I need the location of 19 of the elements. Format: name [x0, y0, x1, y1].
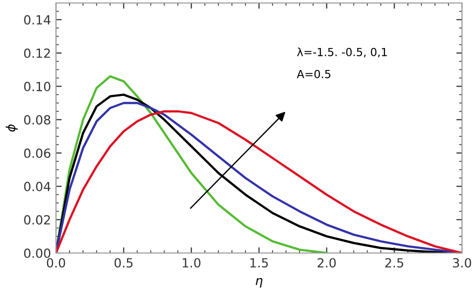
x-tick-label: 1.5 [250, 258, 268, 268]
y-tick-label: 0.06 [24, 148, 50, 158]
y-tick-label: 0.04 [24, 182, 50, 192]
y-axis-title: ϕ [6, 124, 18, 132]
y-tick-label: 0.10 [24, 82, 50, 92]
y-tick-label: 0.00 [24, 248, 50, 258]
x-tick-label: 0.0 [46, 258, 66, 268]
x-tick-label: 1.0 [182, 258, 200, 268]
annotation: A=0.5 [296, 70, 330, 78]
x-tick-label: 2.5 [385, 258, 404, 268]
annotation: λ=-1.5. -0.5, 0,1 [297, 48, 387, 58]
y-tick-label: 0.12 [24, 48, 50, 58]
x-tick-label: 3.0 [453, 258, 472, 268]
y-tick-label: 0.08 [24, 115, 50, 125]
y-tick-label: 0.02 [24, 215, 50, 225]
x-axis-title: η [256, 278, 262, 288]
x-tick-label: 0.5 [114, 258, 133, 268]
y-tick-label: 0.14 [24, 15, 50, 25]
x-tick-label: 2.0 [318, 258, 336, 268]
